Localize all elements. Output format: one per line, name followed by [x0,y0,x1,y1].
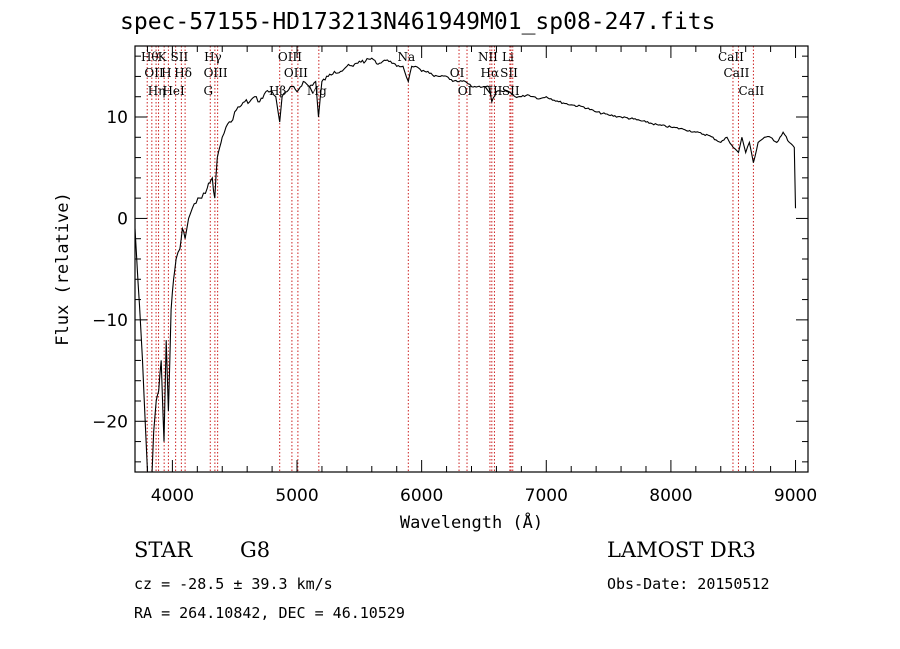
line-marker-label: OIII [284,66,308,80]
x-axis-label: Wavelength (Å) [400,511,543,533]
ra-dec: RA = 264.10842, DEC = 46.10529 [134,604,405,622]
x-tick-label: 9000 [774,486,817,506]
line-marker-label: K [158,50,168,64]
object-type: STAR [134,538,193,562]
spectral-subclass: G8 [240,538,271,562]
line-marker-label: OIII [204,66,228,80]
line-marker-label: NII [478,50,498,64]
line-marker-label: Hη [148,84,166,98]
line-marker-label: CaII [718,50,744,64]
y-axis-label: Flux (relative) [53,192,73,346]
line-marker-label: Hα [481,66,500,80]
x-tick-label: 7000 [525,486,568,506]
line-marker-label: OII [144,66,164,80]
y-tick-label: 10 [106,108,128,128]
redshift-velocity: cz = -28.5 ± 39.3 km/s [134,575,333,593]
x-tick-label: 6000 [400,486,443,506]
line-marker-label: SII [502,84,520,98]
x-tick-label: 8000 [649,486,692,506]
line-marker-label: NII [482,84,502,98]
axis-ticks [135,46,808,472]
survey-name: LAMOST DR3 [607,538,756,562]
tick-labels: 4000 5000 6000 7000 8000 9000 −20 −10 0 10 [92,108,817,506]
line-marker-label: Hδ [174,66,192,80]
line-marker-label: OI [458,84,473,98]
y-tick-label: 0 [117,209,128,229]
line-marker-label: G [203,84,213,98]
y-tick-label: −10 [92,311,128,331]
line-marker-labels: HθOIIHηKHHeISIIHδGHγOIIIHβOIIIOIIIMgNaOI… [141,50,765,98]
observation-date: Obs-Date: 20150512 [607,575,770,593]
x-tick-label: 5000 [275,486,318,506]
line-marker-label: CaII [738,84,764,98]
line-marker-label: CaII [724,66,750,80]
line-marker-label: Li [502,50,514,64]
line-marker-label: SII [171,50,189,64]
line-marker-label: OIII [278,50,302,64]
chart-title: spec-57155-HD173213N461949M01_sp08-247.f… [120,9,716,35]
spectrum-line [135,57,797,472]
line-marker-label: HeI [162,84,185,98]
line-marker-label: Na [397,50,415,64]
x-tick-label: 4000 [151,486,194,506]
line-marker-label: SII [500,66,518,80]
line-marker-label: OI [450,66,465,80]
line-marker-label: Hθ [141,50,159,64]
line-markers [146,46,754,472]
line-marker-label: H [161,66,171,80]
line-marker-label: Hγ [204,50,222,64]
y-tick-label: −20 [92,412,128,432]
